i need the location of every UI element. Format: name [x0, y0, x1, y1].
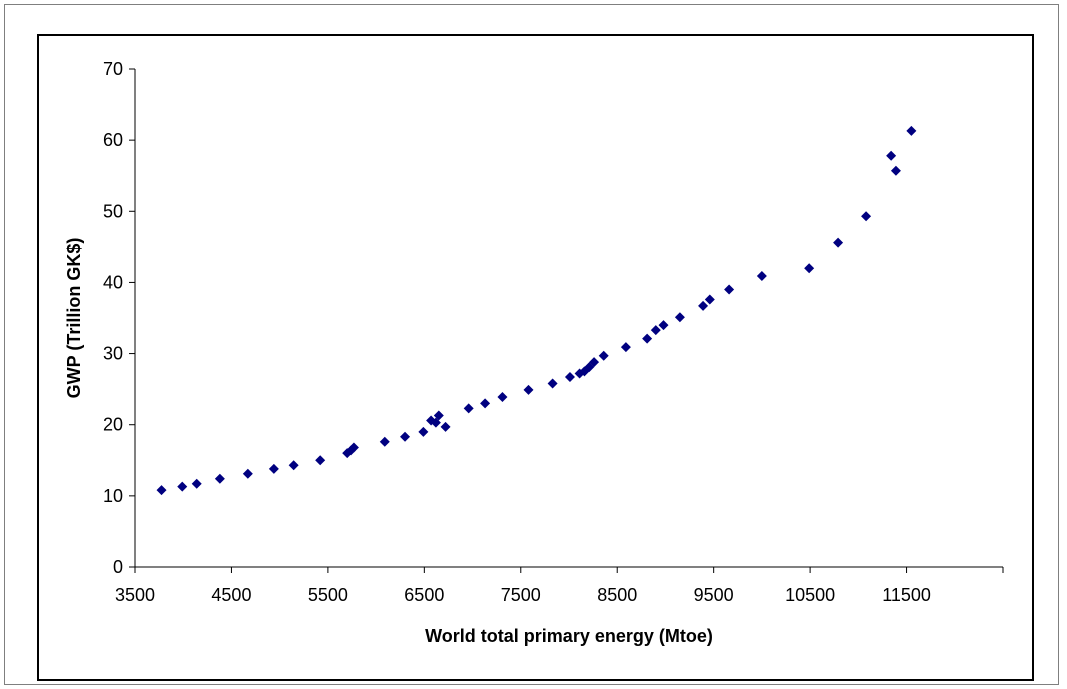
data-point — [704, 294, 715, 305]
data-point — [400, 431, 411, 442]
data-point — [804, 263, 815, 274]
data-point — [440, 421, 451, 432]
data-point — [547, 378, 558, 389]
data-point — [268, 463, 279, 474]
x-tick-label: 7500 — [501, 585, 541, 605]
data-point — [598, 350, 609, 361]
data-point — [497, 391, 508, 402]
data-point — [418, 426, 429, 437]
data-point — [463, 403, 474, 414]
data-point — [288, 460, 299, 471]
y-tick-label: 70 — [103, 59, 123, 79]
data-point — [589, 357, 600, 368]
y-tick-label: 30 — [103, 344, 123, 364]
data-points — [156, 125, 917, 496]
y-tick-label: 20 — [103, 415, 123, 435]
x-tick-label: 10500 — [785, 585, 835, 605]
axes — [134, 69, 1003, 568]
data-point — [620, 342, 631, 353]
data-point — [861, 211, 872, 222]
data-point — [177, 481, 188, 492]
x-tick-label: 4500 — [211, 585, 251, 605]
data-point — [658, 320, 669, 331]
data-point — [674, 312, 685, 323]
data-point — [348, 442, 359, 453]
y-tick-label: 10 — [103, 486, 123, 506]
y-axis-title: GWP (Trillion GK$) — [64, 238, 84, 399]
x-tick-label: 9500 — [694, 585, 734, 605]
y-tick-label: 50 — [103, 201, 123, 221]
data-point — [724, 284, 735, 295]
data-point — [698, 300, 709, 311]
y-tick-label: 40 — [103, 272, 123, 292]
data-point — [379, 436, 390, 447]
x-axis-title: World total primary energy (Mtoe) — [425, 626, 713, 646]
x-tick-label: 6500 — [404, 585, 444, 605]
x-tick-label: 5500 — [308, 585, 348, 605]
data-point — [191, 478, 202, 489]
data-point — [650, 325, 661, 336]
data-point — [523, 384, 534, 395]
data-point — [315, 455, 326, 466]
y-axis-ticks: 0 10 20 30 40 50 60 70 — [103, 59, 135, 577]
x-tick-label: 8500 — [597, 585, 637, 605]
data-point — [906, 125, 917, 136]
y-tick-label: 0 — [113, 557, 123, 577]
x-tick-label: 11500 — [882, 585, 931, 605]
outer-frame — [4, 4, 1059, 685]
data-point — [433, 410, 444, 421]
data-point — [756, 271, 767, 282]
data-point — [156, 485, 167, 496]
y-tick-label: 60 — [103, 130, 123, 150]
x-axis-ticks: 3500 4500 5500 6500 7500 8500 9500 10500 11500 — [115, 567, 1004, 605]
x-tick-label: 3500 — [115, 585, 155, 605]
data-point — [642, 333, 653, 344]
data-point — [890, 165, 901, 176]
data-point — [886, 150, 897, 161]
data-point — [214, 473, 225, 484]
data-point — [480, 398, 491, 409]
data-point — [833, 237, 844, 248]
data-point — [430, 417, 441, 428]
chart-area — [37, 34, 1034, 681]
data-point — [564, 372, 575, 383]
data-point — [242, 468, 253, 479]
